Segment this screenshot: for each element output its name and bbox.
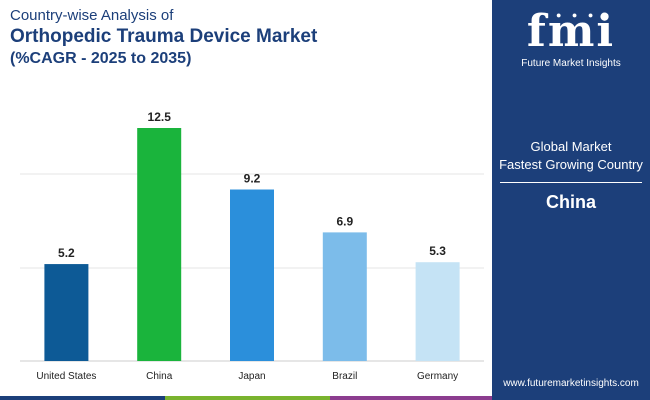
data-label: 5.2 bbox=[58, 246, 75, 260]
x-tick-label: Germany bbox=[417, 371, 458, 382]
title-line-1: Country-wise Analysis of bbox=[10, 7, 174, 24]
bar-united-states bbox=[44, 264, 89, 361]
bottom-bar-purple bbox=[330, 396, 492, 400]
data-label: 6.9 bbox=[336, 214, 353, 228]
title-line-2: Orthopedic Trauma Device Market bbox=[10, 26, 318, 47]
bar-brazil bbox=[322, 232, 367, 361]
x-tick-label: United States bbox=[36, 371, 96, 382]
chart-title: Country-wise Analysis of Orthopedic Trau… bbox=[10, 6, 317, 70]
side-panel: ● ● ● ● fmi Future Market Insights Globa… bbox=[492, 0, 650, 400]
data-label: 12.5 bbox=[148, 110, 172, 124]
panel-label-fastest: Fastest Growing Country bbox=[499, 157, 643, 172]
fmi-logo: ● ● ● ● fmi Future Market Insights bbox=[492, 6, 650, 70]
data-label: 9.2 bbox=[244, 172, 261, 186]
panel-country: China bbox=[545, 192, 596, 212]
x-tick-label: China bbox=[146, 371, 173, 382]
bottom-bar-navy bbox=[0, 396, 165, 400]
bar-germany bbox=[415, 262, 460, 361]
bottom-bar-green bbox=[165, 396, 330, 400]
data-label: 5.3 bbox=[429, 244, 446, 258]
title-line-3: (%CAGR - 2025 to 2035) bbox=[10, 50, 192, 67]
panel-label-global: Global Market bbox=[530, 139, 612, 154]
bar-china bbox=[137, 128, 182, 361]
logo-text: fmi bbox=[526, 6, 616, 57]
panel-divider bbox=[500, 182, 642, 183]
website-url[interactable]: www.futuremarketinsights.com bbox=[503, 378, 639, 389]
bar-chart: 5.2 United States 12.5 China 9.2 Japan 6.9 Braz… bbox=[20, 110, 484, 382]
x-tick-label: Japan bbox=[238, 371, 265, 382]
bar-japan bbox=[230, 189, 274, 361]
logo-icons: ● ● ● ● bbox=[556, 10, 614, 20]
logo-subtitle: Future Market Insights bbox=[521, 58, 621, 69]
x-tick-label: Brazil bbox=[332, 371, 357, 382]
